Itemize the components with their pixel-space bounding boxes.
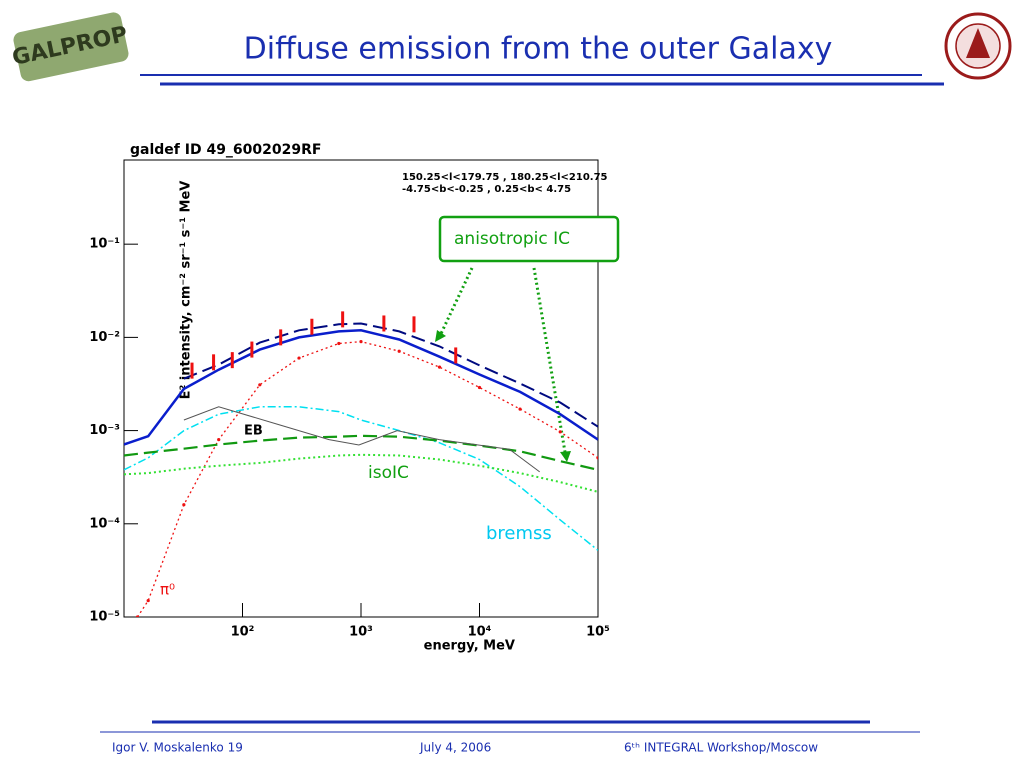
university-seal (944, 12, 1012, 80)
data-point (190, 362, 194, 379)
annotation: EB (244, 424, 263, 439)
series-line (124, 329, 598, 446)
annotation: isoIC (368, 463, 409, 483)
data-point (412, 316, 416, 333)
series-dot (437, 365, 442, 369)
series-dot (337, 341, 341, 346)
y-tick-label: 10⁻³ (89, 423, 120, 438)
series-dot (596, 456, 598, 460)
x-tick-label: 10³ (349, 625, 373, 640)
annotation: π⁰ (160, 581, 175, 599)
series-line (124, 406, 598, 551)
region-text: -4.75<b<-0.25 , 0.25<b< 4.75 (402, 184, 571, 195)
footer-event: 6ᵗʰ INTEGRAL Workshop/Moscow (624, 741, 818, 755)
data-point (250, 341, 254, 358)
data-point (310, 318, 314, 335)
y-tick-label: 10⁻² (89, 330, 120, 345)
series-line (183, 322, 598, 428)
series-dot (217, 438, 221, 442)
galprop-logo: GALPROP (10, 12, 130, 82)
series-dot (297, 356, 301, 360)
x-tick-label: 10⁵ (586, 625, 610, 640)
series-dot (146, 598, 150, 603)
series-line (124, 434, 598, 471)
x-axis-label: energy, MeV (424, 639, 515, 654)
series-line (124, 453, 598, 493)
logo-bg (13, 12, 129, 82)
series-line (183, 406, 540, 473)
data-point (341, 311, 345, 328)
data-point (454, 347, 458, 364)
annotation: bremss (486, 523, 552, 544)
footer-author: Igor V. Moskalenko 19 (112, 741, 243, 755)
series-dot (518, 407, 522, 411)
data-point (279, 329, 283, 346)
callout-arrow (436, 267, 568, 459)
slide-title: Diffuse emission from the outer Galaxy (244, 32, 833, 67)
y-tick-label: 10⁻⁵ (89, 610, 120, 625)
series-line (136, 340, 598, 617)
data-point (382, 315, 386, 332)
series-dot (258, 383, 262, 387)
y-tick-label: 10⁻⁴ (89, 516, 120, 531)
seal-tree (966, 28, 990, 58)
y-axis-label: E² intensity, cm⁻² sr⁻¹ s⁻¹ MeV (179, 181, 194, 400)
annotation: anisotropic IC (454, 229, 570, 249)
series-dot (558, 430, 562, 434)
series-dot (477, 385, 482, 390)
x-tick-label: 10² (231, 625, 255, 640)
x-tick-label: 10⁴ (468, 625, 492, 640)
data-point (230, 352, 234, 369)
footer-date: July 4, 2006 (419, 741, 491, 755)
region-text: 150.25<l<179.75 , 180.25<l<210.75 (402, 172, 608, 183)
callout-box (438, 215, 620, 263)
series-dot (135, 615, 140, 617)
series-dot (182, 503, 186, 507)
series-dot (359, 340, 363, 344)
y-tick-label: 10⁻¹ (89, 237, 120, 252)
plot-title: galdef ID 49_6002029RF (130, 142, 321, 158)
data-point (212, 354, 216, 371)
series-dot (397, 349, 401, 353)
